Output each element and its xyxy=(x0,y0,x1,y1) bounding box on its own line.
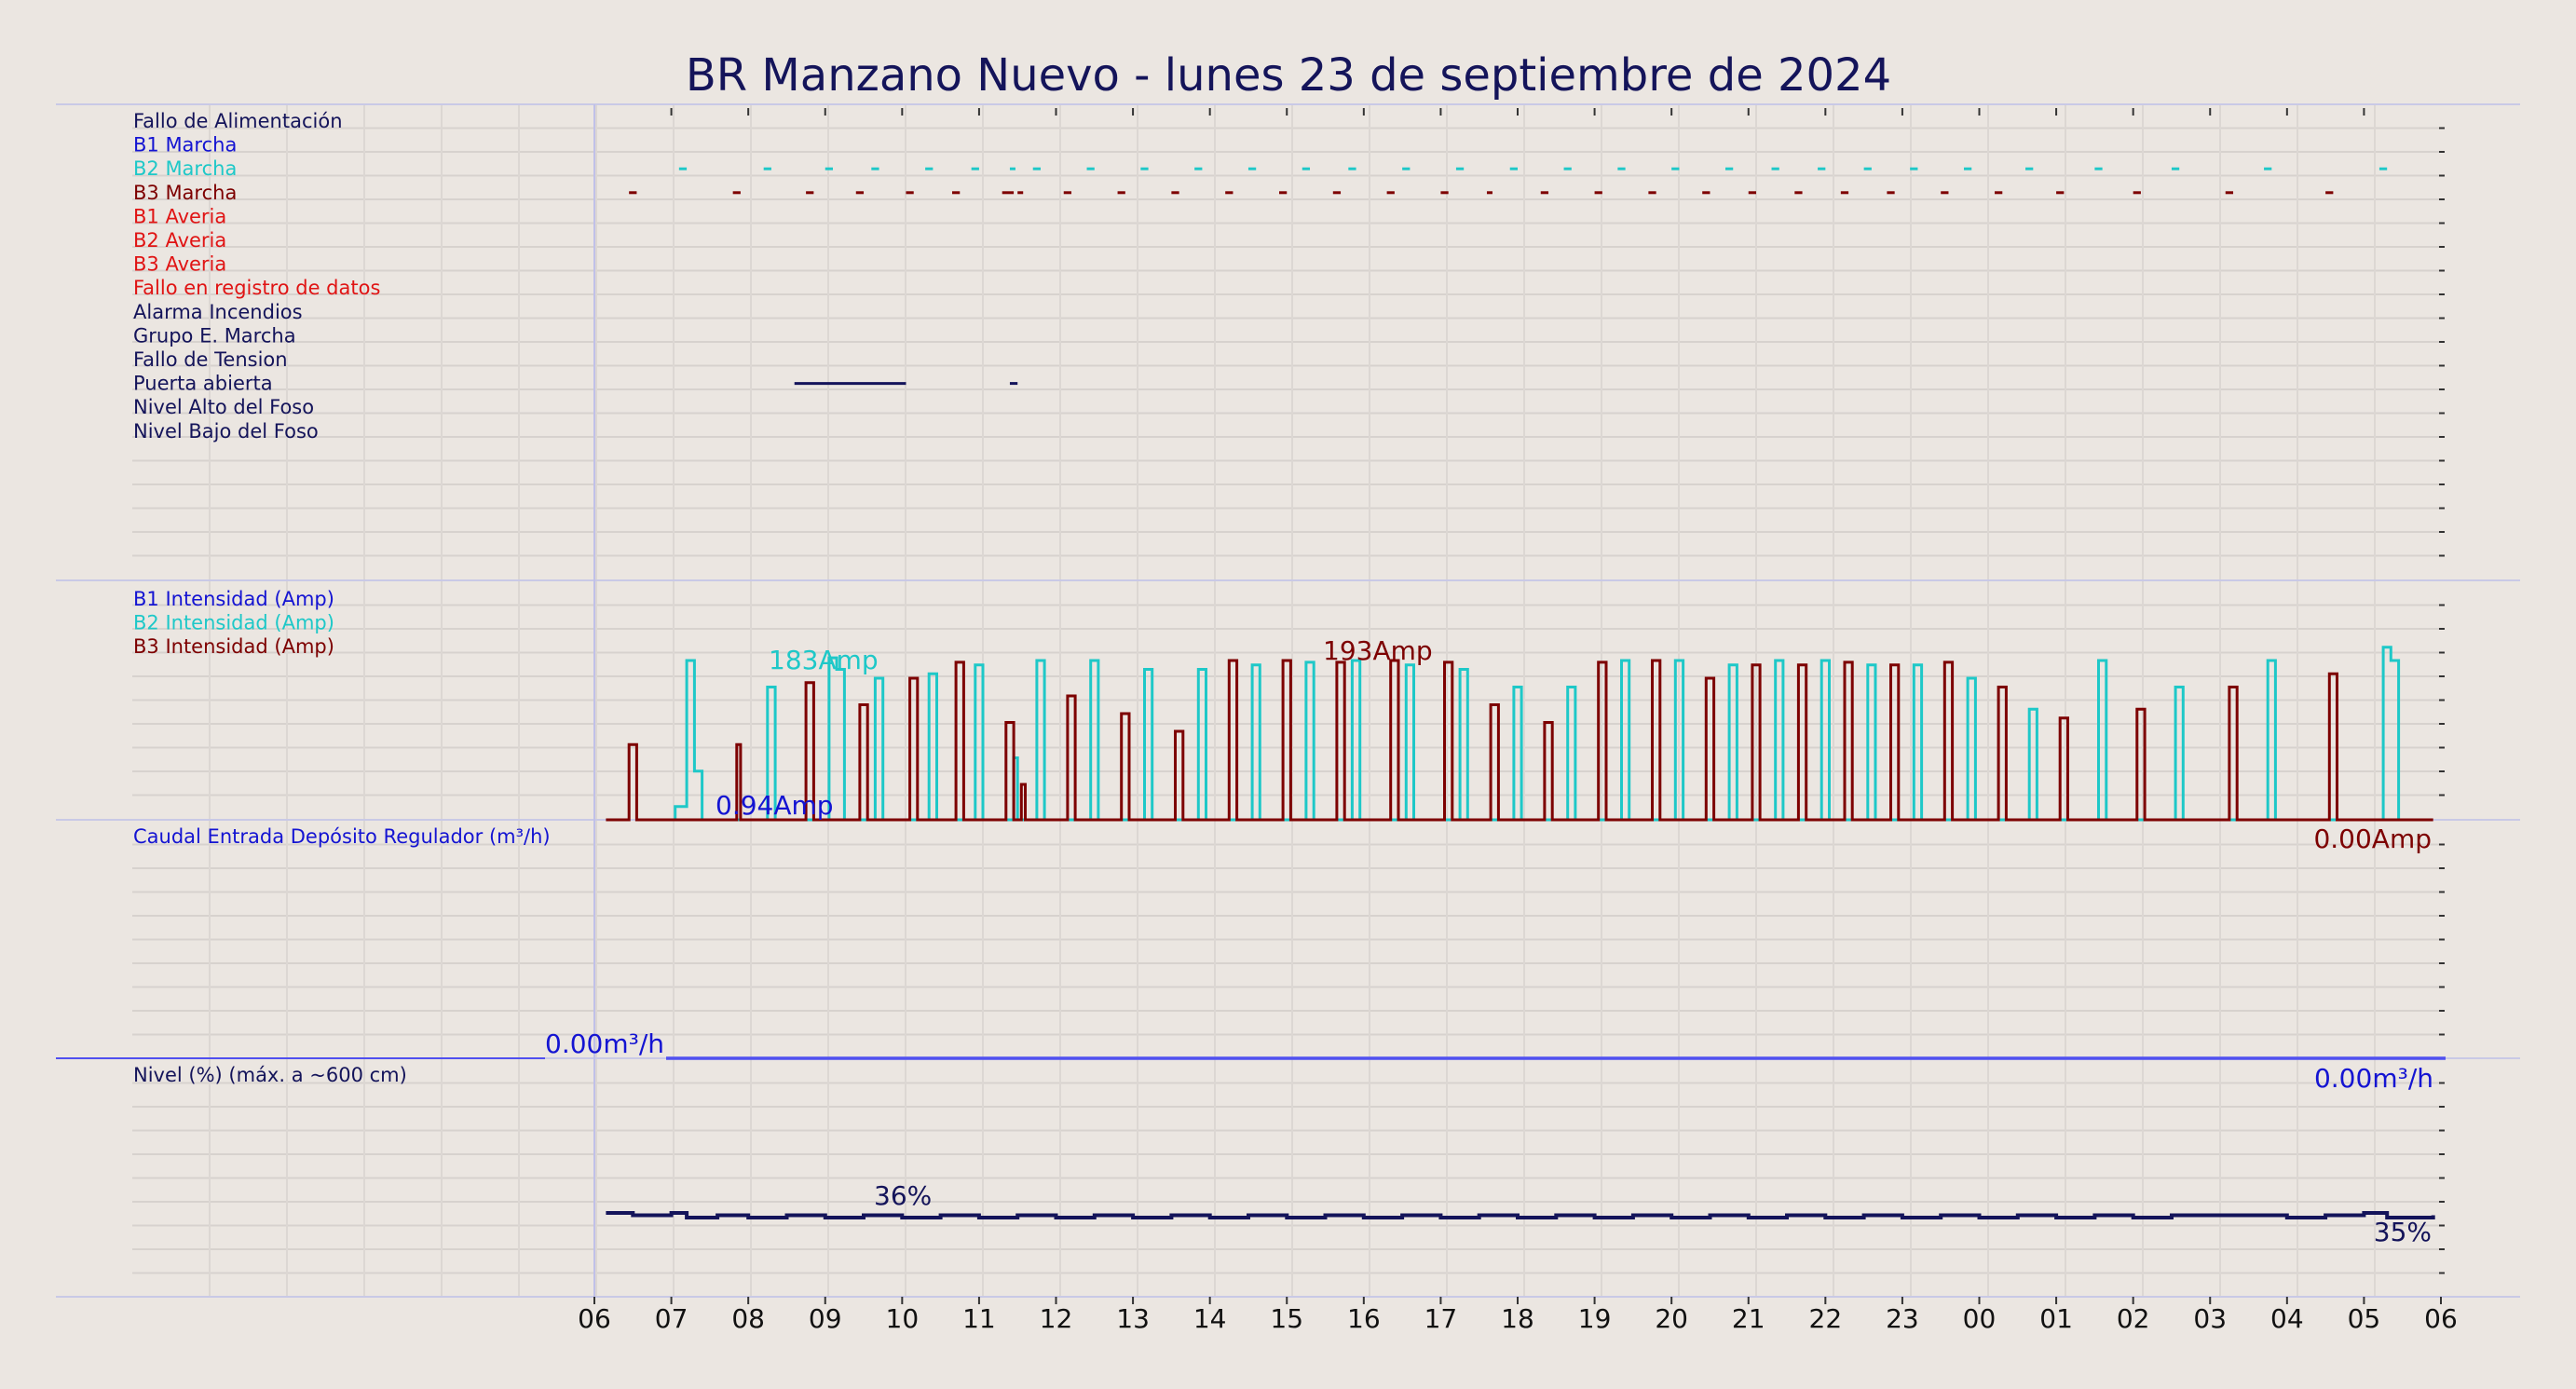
series-label: Caudal Entrada Depósito Regulador (m³/h) xyxy=(133,825,551,848)
data-label: 0.94Amp xyxy=(716,790,834,821)
x-tick-label: 09 xyxy=(809,1303,842,1334)
x-tick-label: 11 xyxy=(962,1303,996,1334)
x-tick-label: 14 xyxy=(1193,1303,1227,1334)
x-tick-label: 17 xyxy=(1424,1303,1458,1334)
signal-label: B1 Averia xyxy=(133,205,226,227)
data-label: 36% xyxy=(874,1180,932,1211)
x-tick-label: 06 xyxy=(578,1303,611,1334)
x-tick-label: 15 xyxy=(1270,1303,1303,1334)
x-tick-label: 00 xyxy=(1963,1303,1997,1334)
series-line xyxy=(606,1211,2435,1219)
x-tick-label: 07 xyxy=(655,1303,688,1334)
data-label: 0.00m³/h xyxy=(2314,1063,2433,1094)
x-tick-label: 23 xyxy=(1886,1303,1919,1334)
data-label: 0.00m³/h xyxy=(545,1028,664,1059)
x-tick-label: 01 xyxy=(2039,1303,2073,1334)
x-tick-label: 20 xyxy=(1655,1303,1688,1334)
series-label: Nivel (%) (máx. a ~600 cm) xyxy=(133,1064,407,1086)
x-tick-label: 16 xyxy=(1347,1303,1381,1334)
chart-title: BR Manzano Nuevo - lunes 23 de septiembr… xyxy=(686,49,1891,102)
x-tick-label: 02 xyxy=(2117,1303,2150,1334)
x-tick-label: 05 xyxy=(2348,1303,2381,1334)
signal-label: Puerta abierta xyxy=(133,373,273,395)
series-label: B2 Intensidad (Amp) xyxy=(133,612,334,634)
x-tick-label: 19 xyxy=(1578,1303,1612,1334)
signal-label: Alarma Incendios xyxy=(133,301,303,323)
x-tick-label: 08 xyxy=(731,1303,765,1334)
signal-label: Fallo de Tension xyxy=(133,348,288,371)
x-tick-label: 06 xyxy=(2424,1303,2458,1334)
x-tick-label: 10 xyxy=(886,1303,920,1334)
signal-label: Fallo de Alimentación xyxy=(133,110,343,132)
signal-label: B3 Marcha xyxy=(133,182,237,204)
series-label: B3 Intensidad (Amp) xyxy=(133,635,334,658)
data-label: 0.00Amp xyxy=(2313,824,2432,854)
x-tick-label: 13 xyxy=(1116,1303,1150,1334)
signal-label: B1 Marcha xyxy=(133,134,237,157)
signal-label: Grupo E. Marcha xyxy=(133,324,296,347)
signal-label: B3 Averia xyxy=(133,253,226,276)
panel-level: Nivel (%) (máx. a ~600 cm) 36% 35% xyxy=(133,1064,2435,1247)
data-label: 193Amp xyxy=(1323,635,1433,666)
data-label: 183Amp xyxy=(769,645,879,675)
series-line xyxy=(671,646,2401,822)
x-tick-label: 03 xyxy=(2193,1303,2227,1334)
series-label: B1 Intensidad (Amp) xyxy=(133,588,334,610)
grid xyxy=(56,103,2520,1298)
x-tick-label: 21 xyxy=(1732,1303,1765,1334)
panel-intensity: B1 Intensidad (Amp)B2 Intensidad (Amp)B3… xyxy=(133,588,2433,854)
series-line xyxy=(606,659,2433,822)
x-tick-label: 04 xyxy=(2270,1303,2304,1334)
data-label: 35% xyxy=(2374,1217,2432,1247)
panel-flow: Caudal Entrada Depósito Regulador (m³/h)… xyxy=(56,825,2446,1094)
signal-label: B2 Averia xyxy=(133,229,226,252)
x-tick-label: 22 xyxy=(1809,1303,1843,1334)
signal-label: Fallo en registro de datos xyxy=(133,277,380,299)
x-tick-label: 12 xyxy=(1040,1303,1073,1334)
signal-label: B2 Marcha xyxy=(133,157,237,180)
signal-label: Nivel Bajo del Foso xyxy=(133,420,319,443)
x-axis: 06 07 08 09 10 11 12 13 14 15 16 17 18 19 20 21 22 23 00 01… xyxy=(578,1297,2458,1334)
signal-label: Nivel Alto del Foso xyxy=(133,396,314,418)
x-tick-label: 18 xyxy=(1501,1303,1534,1334)
